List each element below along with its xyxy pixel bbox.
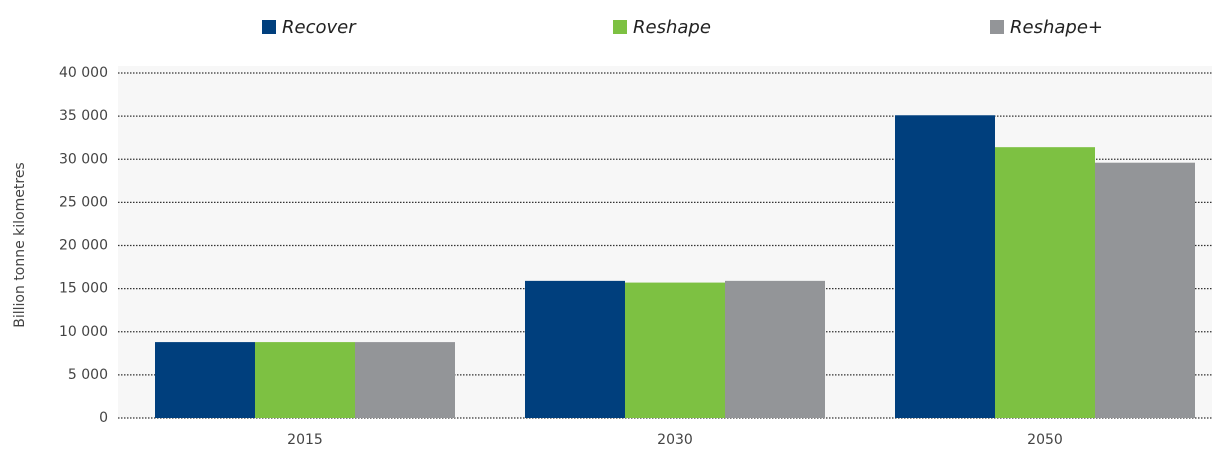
legend-label: Recover [282, 17, 357, 38]
y-tick-label: 15 000 [59, 281, 108, 297]
bar [255, 342, 355, 418]
y-tick-label: 30 000 [59, 151, 108, 167]
bar [725, 280, 825, 418]
y-tick-label: 20 000 [59, 238, 108, 254]
y-tick-label: 10 000 [59, 324, 108, 340]
bar [525, 280, 625, 418]
legend-swatch [262, 20, 276, 34]
bar [895, 115, 995, 418]
legend-swatch [990, 20, 1004, 34]
bar [355, 342, 455, 418]
y-tick-label: 0 [99, 410, 108, 426]
bar [625, 282, 725, 418]
legend-swatch [613, 20, 627, 34]
x-tick-label: 2015 [287, 432, 323, 448]
y-axis-label: Billion tonne kilometres [12, 162, 28, 327]
bar [995, 147, 1095, 419]
bar [155, 342, 255, 418]
legend-label: Reshape [633, 17, 711, 38]
y-tick-label: 40 000 [59, 65, 108, 81]
x-tick-label: 2050 [1027, 432, 1063, 448]
y-tick-label: 25 000 [59, 194, 108, 210]
x-tick-label: 2030 [657, 432, 693, 448]
bar [1095, 162, 1195, 418]
legend-label: Reshape+ [1010, 17, 1103, 38]
y-tick-label: 5 000 [68, 367, 108, 383]
y-tick-label: 35 000 [59, 108, 108, 124]
